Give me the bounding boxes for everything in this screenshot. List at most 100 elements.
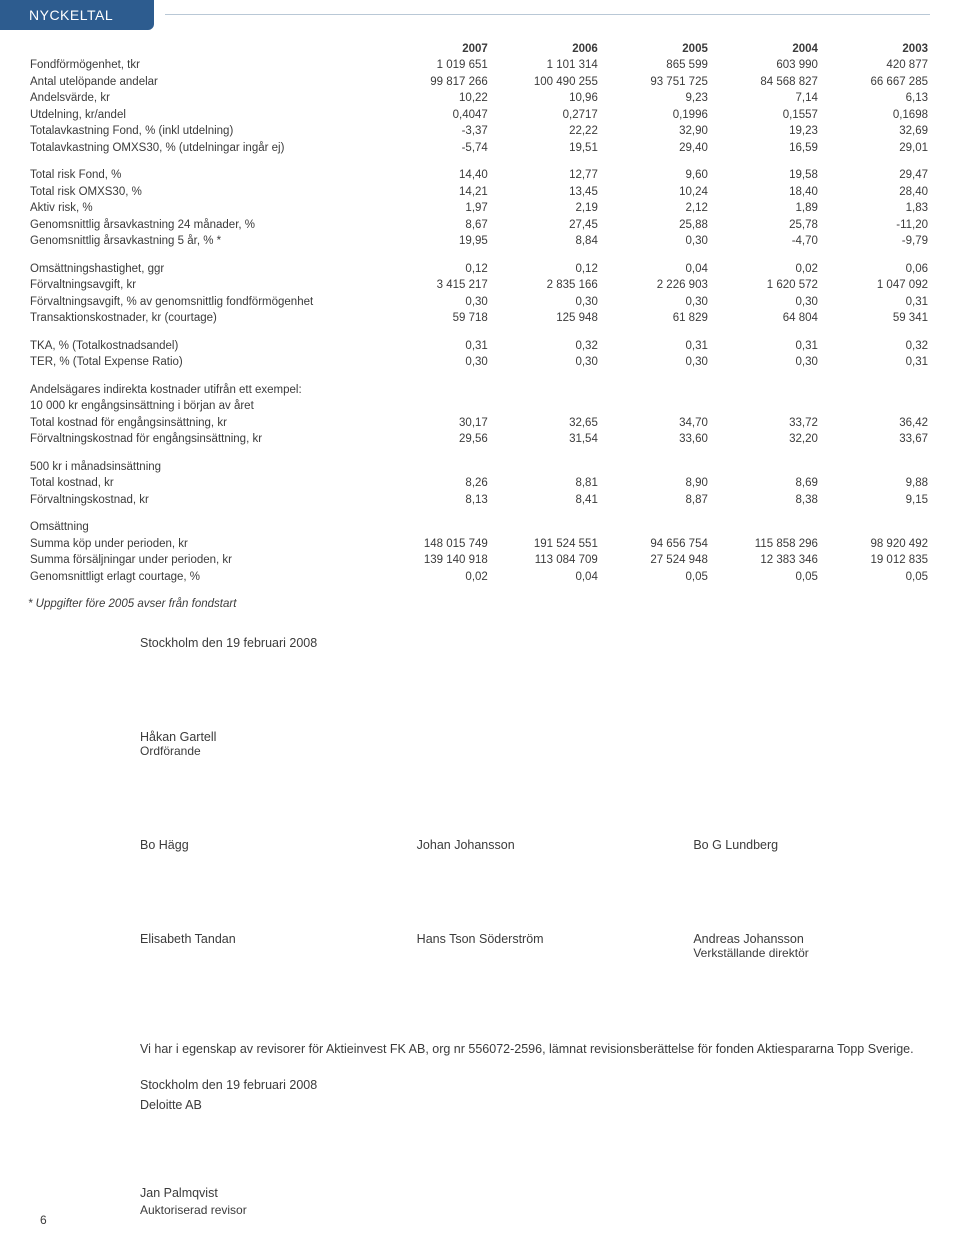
cell-value: 0,30 [490, 355, 600, 372]
cell-value: 100 490 255 [490, 74, 600, 91]
cell-value: 19 012 835 [820, 553, 930, 570]
cell-value: 30,17 [380, 415, 490, 432]
row-label: Aktiv risk, % [28, 201, 380, 218]
signatory-name: Bo G Lundberg [693, 838, 930, 852]
row-label: Andelsvärde, kr [28, 91, 380, 108]
cell-value: 0,02 [380, 569, 490, 586]
signatory: Håkan GartellOrdförande [140, 730, 930, 758]
signatory: Bo Hägg [140, 838, 377, 852]
cell-value: 25,88 [600, 217, 710, 234]
cell-value: 94 656 754 [600, 536, 710, 553]
cell-value: 9,60 [600, 168, 710, 185]
table-row: Förvaltningskostnad för engångsinsättnin… [28, 432, 930, 449]
signatory-title: Verkställande direktör [693, 946, 930, 960]
signatures-section: Stockholm den 19 februari 2008 Håkan Gar… [0, 610, 960, 1230]
row-label: Summa försäljningar under perioden, kr [28, 553, 380, 570]
row-label: TER, % (Total Expense Ratio) [28, 355, 380, 372]
cell-value: 32,90 [600, 124, 710, 141]
footnote: * Uppgifter före 2005 avser från fondsta… [28, 586, 930, 610]
table-row: Totalavkastning Fond, % (inkl utdelning)… [28, 124, 930, 141]
cell-value: 36,42 [820, 415, 930, 432]
row-label: Fondförmögenhet, tkr [28, 58, 380, 75]
row-label: Transaktionskostnader, kr (courtage) [28, 311, 380, 328]
cell-value: 0,31 [380, 338, 490, 355]
cell-value: 7,14 [710, 91, 820, 108]
group-label: Andelsägares indirekta kostnader utifrån… [28, 382, 930, 399]
table-container: 2007 2006 2005 2004 2003 Fondförmögenhet… [0, 41, 960, 610]
row-label: Total risk OMXS30, % [28, 184, 380, 201]
cell-value: 27,45 [490, 217, 600, 234]
cell-value: 8,26 [380, 476, 490, 493]
table-row: Transaktionskostnader, kr (courtage)59 7… [28, 311, 930, 328]
cell-value: 0,31 [710, 338, 820, 355]
group-label-row: Omsättning [28, 520, 930, 537]
cell-value: 33,60 [600, 432, 710, 449]
cell-value: 8,41 [490, 492, 600, 509]
cell-value: 9,88 [820, 476, 930, 493]
cell-value: 19,95 [380, 234, 490, 251]
cell-value: 13,45 [490, 184, 600, 201]
cell-value: 2,19 [490, 201, 600, 218]
cell-value: 0,12 [380, 261, 490, 278]
cell-value: 0,05 [600, 569, 710, 586]
section-header: NYCKELTAL [0, 0, 154, 30]
cell-value: 32,69 [820, 124, 930, 141]
cell-value: 139 140 918 [380, 553, 490, 570]
cell-value: 0,05 [710, 569, 820, 586]
nyckeltal-table: 2007 2006 2005 2004 2003 Fondförmögenhet… [28, 41, 930, 586]
table-row: Förvaltningskostnad, kr8,138,418,878,389… [28, 492, 930, 509]
cell-value: 25,78 [710, 217, 820, 234]
cell-value: 9,15 [820, 492, 930, 509]
table-body: Fondförmögenhet, tkr1 019 6511 101 31486… [28, 58, 930, 586]
cell-value: 12 383 346 [710, 553, 820, 570]
cell-value: 0,4047 [380, 107, 490, 124]
auditor-date: Stockholm den 19 februari 2008 [140, 1076, 930, 1094]
cell-value: 32,20 [710, 432, 820, 449]
cell-value: 2 835 166 [490, 278, 600, 295]
cell-value: 12,77 [490, 168, 600, 185]
cell-value: 0,30 [380, 355, 490, 372]
cell-value: 1,89 [710, 201, 820, 218]
row-label: TKA, % (Totalkostnadsandel) [28, 338, 380, 355]
row-label: Total kostnad, kr [28, 476, 380, 493]
cell-value: 10,22 [380, 91, 490, 108]
signatory: Johan Johansson [417, 838, 654, 852]
cell-value: 66 667 285 [820, 74, 930, 91]
cell-value: 31,54 [490, 432, 600, 449]
auditor-block: Vi har i egenskap av revisorer för Aktie… [140, 1040, 930, 1220]
table-row: Omsättningshastighet, ggr0,120,120,040,0… [28, 261, 930, 278]
signatory-name: Elisabeth Tandan [140, 932, 377, 946]
page-number: 6 [40, 1213, 47, 1227]
signatory-name: Johan Johansson [417, 838, 654, 852]
signature-row: Håkan GartellOrdförande [140, 730, 930, 758]
cell-value: 29,47 [820, 168, 930, 185]
row-label: Genomsnittlig årsavkastning 24 månader, … [28, 217, 380, 234]
cell-value: 0,31 [600, 338, 710, 355]
cell-value: 1 620 572 [710, 278, 820, 295]
cell-value: 33,72 [710, 415, 820, 432]
cell-value: -9,79 [820, 234, 930, 251]
cell-value: 0,12 [490, 261, 600, 278]
cell-value: 0,1557 [710, 107, 820, 124]
cell-value: 0,31 [820, 294, 930, 311]
cell-value: 0,30 [710, 294, 820, 311]
signatory: Bo G Lundberg [693, 838, 930, 852]
cell-value: 59 341 [820, 311, 930, 328]
auditor-name: Jan Palmqvist [140, 1184, 930, 1202]
cell-value: 99 817 266 [380, 74, 490, 91]
cell-value: 6,13 [820, 91, 930, 108]
year-col: 2007 [380, 41, 490, 58]
table-row: Total risk OMXS30, %14,2113,4510,2418,40… [28, 184, 930, 201]
row-label: Förvaltningsavgift, % av genomsnittlig f… [28, 294, 380, 311]
table-row: Genomsnittligt erlagt courtage, %0,020,0… [28, 569, 930, 586]
signature-row: Bo Hägg Johan Johansson Bo G Lundberg [140, 838, 930, 852]
cell-value: 0,05 [820, 569, 930, 586]
signatory-name: Andreas Johansson [693, 932, 930, 946]
cell-value: 14,21 [380, 184, 490, 201]
table-row: Aktiv risk, %1,972,192,121,891,83 [28, 201, 930, 218]
cell-value: 191 524 551 [490, 536, 600, 553]
row-label: Total kostnad för engångsinsättning, kr [28, 415, 380, 432]
cell-value: 0,32 [490, 338, 600, 355]
row-label: Genomsnittlig årsavkastning 5 år, % * [28, 234, 380, 251]
cell-value: 125 948 [490, 311, 600, 328]
